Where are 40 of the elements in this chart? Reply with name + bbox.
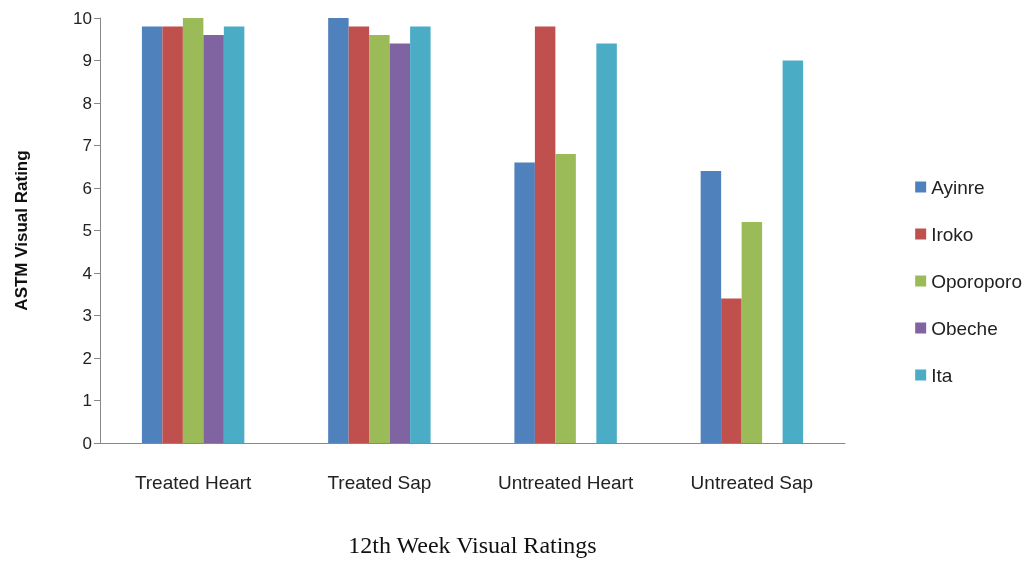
y-tick-label: 5 bbox=[82, 221, 92, 240]
x-tick-label: Treated Heart bbox=[134, 472, 253, 493]
y-tick-label: 3 bbox=[82, 306, 92, 325]
y-tick-label: 9 bbox=[82, 51, 92, 70]
x-tick-label: Untreated Heart bbox=[498, 472, 634, 493]
y-tick-label: 1 bbox=[82, 391, 92, 410]
y-tick-label: 10 bbox=[73, 8, 92, 28]
bar bbox=[203, 35, 224, 443]
bar bbox=[389, 43, 411, 443]
legend-label: Obeche bbox=[931, 317, 998, 339]
y-tick-label: 6 bbox=[82, 178, 92, 198]
bar bbox=[782, 60, 804, 443]
bar bbox=[741, 222, 763, 443]
y-axis-title: ASTM Visual Rating bbox=[12, 150, 31, 311]
bar bbox=[162, 26, 183, 443]
y-tick-label: 2 bbox=[82, 348, 92, 368]
legend-label: Ayinre bbox=[931, 176, 985, 198]
bar bbox=[141, 26, 163, 443]
x-axis-title: 12th Week Visual Ratings bbox=[348, 532, 597, 558]
bar bbox=[514, 162, 535, 443]
y-tick-label: 7 bbox=[82, 136, 92, 155]
y-tick-label: 4 bbox=[82, 263, 92, 283]
legend-label: Ita bbox=[931, 364, 953, 386]
bar bbox=[182, 18, 204, 443]
bar bbox=[555, 154, 576, 443]
bar bbox=[596, 43, 617, 443]
bar bbox=[348, 26, 370, 443]
bar bbox=[534, 26, 556, 443]
y-tick-label: 8 bbox=[82, 93, 92, 113]
bar bbox=[700, 171, 722, 443]
bar bbox=[721, 298, 742, 443]
bar bbox=[410, 26, 431, 443]
y-tick-label: 0 bbox=[82, 433, 92, 453]
x-tick-label: Untreated Sap bbox=[690, 472, 814, 493]
legend-label: Oporoporo bbox=[931, 270, 1023, 292]
bar bbox=[369, 35, 390, 443]
legend-label: Iroko bbox=[931, 223, 974, 245]
bar bbox=[223, 26, 245, 443]
bar bbox=[328, 18, 349, 443]
x-tick-label: Treated Sap bbox=[327, 472, 432, 493]
